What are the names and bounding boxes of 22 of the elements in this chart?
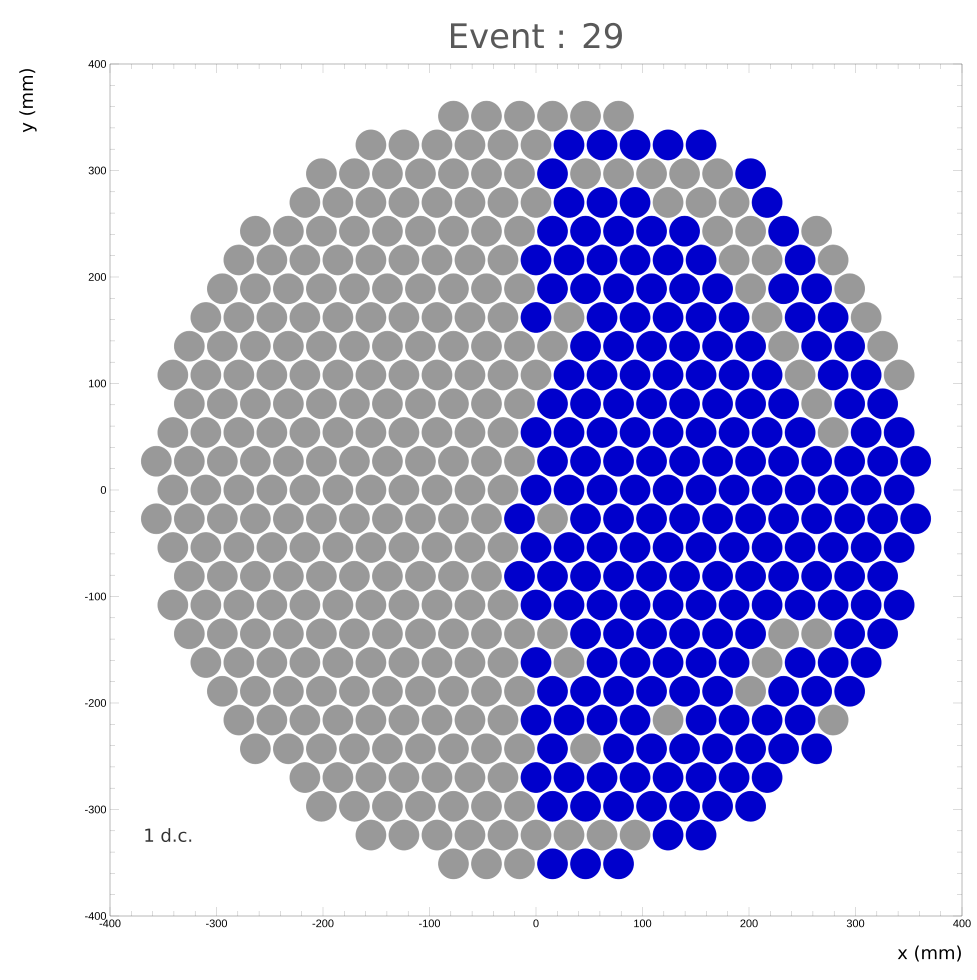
annotation: 1 d.c. <box>145 828 192 842</box>
x-tick-label: -300 <box>206 920 228 928</box>
y-tick-label: -300 <box>85 806 106 814</box>
y-tick-label: 100 <box>89 380 106 388</box>
x-tick-label: 400 <box>953 920 971 928</box>
y-tick-label: 200 <box>88 273 106 281</box>
chart-title: Event : 29 <box>450 22 622 48</box>
x-tick-label: -400 <box>100 920 121 928</box>
y-tick-label: 400 <box>88 60 106 68</box>
y-tick-label: 0 <box>100 486 106 494</box>
y-tick-label: -200 <box>85 699 106 707</box>
y-tick-label: -100 <box>85 592 106 600</box>
x-tick-label: 300 <box>846 920 864 928</box>
y-axis-title: y (mm) <box>19 69 37 132</box>
y-tick-label: -400 <box>85 912 106 920</box>
x-tick-label: 100 <box>634 920 652 928</box>
x-axis-title: x (mm) <box>898 946 961 962</box>
x-tick-label: -100 <box>419 920 440 928</box>
x-tick-label: 200 <box>740 920 758 928</box>
x-tick-label: -200 <box>312 920 334 928</box>
y-tick-label: 300 <box>88 166 106 174</box>
x-tick-label: 0 <box>533 920 539 928</box>
